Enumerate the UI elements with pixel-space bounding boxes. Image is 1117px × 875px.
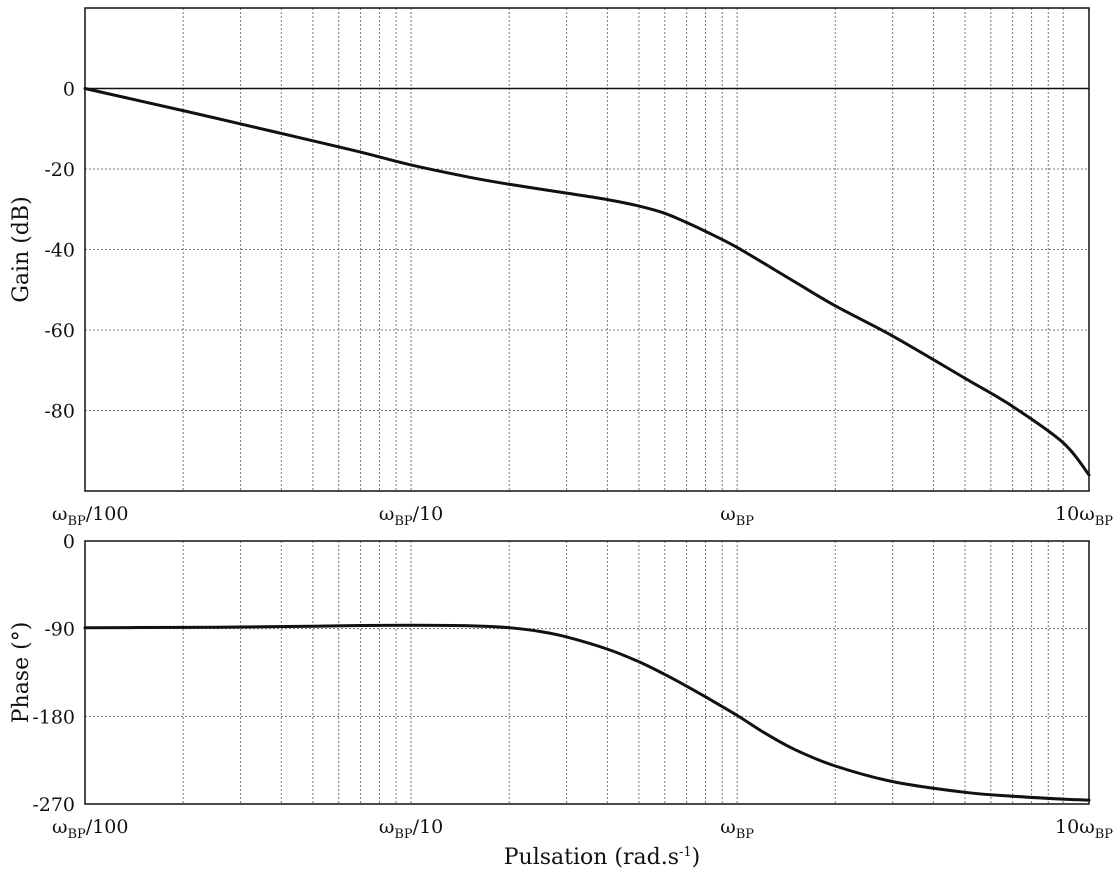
plot-frame	[84, 540, 1090, 805]
y-tick-label: -270	[32, 794, 75, 816]
grid	[85, 8, 1089, 491]
plot-frame	[84, 7, 1090, 492]
x-tick-label: ωBP​/100	[52, 503, 128, 529]
x-axis-label: Pulsation (rad.s-1​)	[504, 845, 701, 870]
x-tick-label: 10ωBP​	[1055, 503, 1113, 529]
x-tick-label: ωBP​/100	[52, 816, 128, 842]
y-tick-label: -90	[44, 619, 75, 641]
x-tick-label: ωBP​/10	[379, 503, 443, 529]
y-tick-label: 0	[63, 531, 75, 553]
gain-curve	[83, 87, 1091, 477]
x-tick-label: ωBP​	[720, 503, 754, 529]
gain-panel: 0 -20 -40 -60 -80 ωBP​/100 ωBP​/10 ωBP​ 10ωBP​ Ga…	[9, 7, 1113, 529]
grid	[85, 541, 1089, 804]
y-tick-label: -40	[44, 240, 75, 262]
y-axis-label: Gain (dB)	[9, 196, 34, 302]
phase-curve	[83, 623, 1091, 802]
x-tick-label: ωBP​	[720, 816, 754, 842]
y-tick-label: -80	[44, 401, 75, 423]
x-tick-label: ωBP​/10	[379, 816, 443, 842]
y-axis-label: Phase (°)	[9, 622, 34, 724]
y-tick-label: -20	[44, 159, 75, 181]
y-tick-label: -180	[32, 706, 75, 728]
y-tick-label: -60	[44, 320, 75, 342]
y-tick-label: 0	[63, 79, 75, 101]
x-tick-label: 10ωBP​	[1055, 816, 1113, 842]
